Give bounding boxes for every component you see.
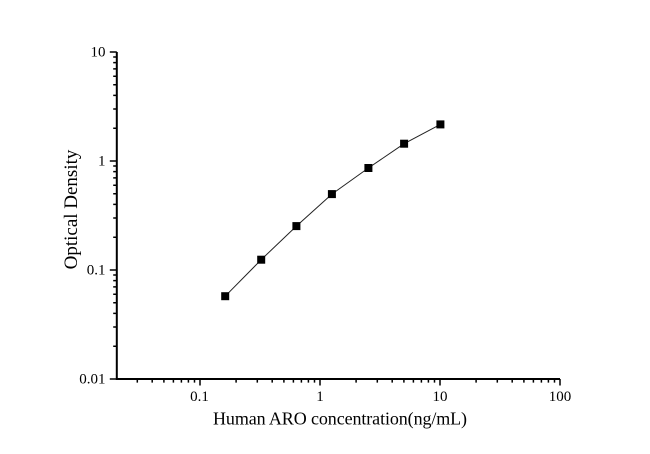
svg-text:Human ARO concentration(ng/mL): Human ARO concentration(ng/mL) <box>213 409 467 430</box>
svg-text:0.01: 0.01 <box>79 372 105 388</box>
svg-text:1: 1 <box>316 389 324 405</box>
svg-text:1: 1 <box>98 154 106 170</box>
svg-text:10: 10 <box>433 389 448 405</box>
svg-text:10: 10 <box>91 45 106 61</box>
svg-text:0.1: 0.1 <box>87 263 106 279</box>
svg-text:Optical Density: Optical Density <box>61 149 82 269</box>
svg-text:0.1: 0.1 <box>190 389 209 405</box>
svg-text:100: 100 <box>549 389 572 405</box>
